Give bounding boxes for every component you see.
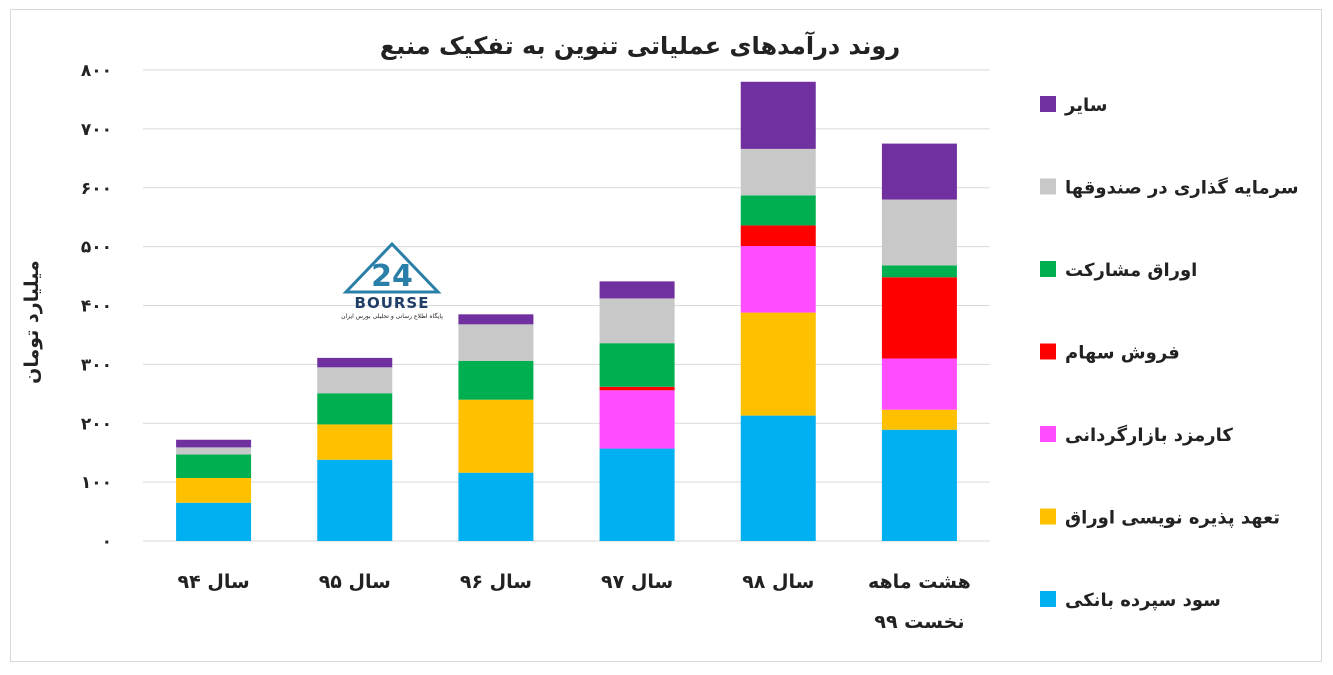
legend-label: اوراق مشارکت bbox=[1065, 260, 1197, 281]
y-tick-label: ۷۰۰ bbox=[81, 120, 112, 140]
legend-label: سود سپرده بانکی bbox=[1065, 590, 1221, 611]
bar-segment bbox=[881, 358, 957, 410]
logo-numeral: 24 bbox=[371, 259, 413, 294]
bar-segment bbox=[881, 265, 957, 278]
bar-segment bbox=[740, 415, 816, 541]
bars bbox=[176, 81, 957, 541]
bar-segment bbox=[458, 314, 534, 325]
y-tick-label: ۳۰۰ bbox=[81, 355, 112, 375]
x-category-label: نخست ۹۹ bbox=[874, 611, 964, 633]
legend-label: کارمزد بازارگردانی bbox=[1065, 424, 1233, 446]
bourse-watermark-logo: 24 BOURSE پایگاه اطلاع رسانی و تحلیلی بو… bbox=[341, 241, 443, 320]
legend-swatch bbox=[1040, 508, 1056, 525]
x-category-label: هشت ماهه bbox=[868, 571, 971, 593]
bar-segment bbox=[881, 143, 957, 200]
y-tick-label: ۵۰۰ bbox=[81, 238, 112, 258]
bar-segment bbox=[599, 281, 675, 299]
y-axis-label: میلیارد تومان bbox=[21, 260, 43, 384]
bar-segment bbox=[740, 246, 816, 313]
bar-segment bbox=[458, 324, 534, 361]
x-axis-categories: سال ۹۴ سال ۹۵ سال ۹۶ سال ۹۷ سال ۹۸ هشت ماهه نخ… bbox=[178, 571, 971, 633]
legend-swatch bbox=[1040, 591, 1056, 607]
x-category-label: سال ۹۴ bbox=[178, 571, 250, 593]
bar-segment bbox=[881, 409, 957, 430]
chart-title: روند درآمدهای عملیاتی تنوین به تفکیک منب… bbox=[380, 31, 900, 60]
bar-segment bbox=[599, 390, 675, 449]
y-axis-ticks: ۰ ۱۰۰ ۲۰۰ ۳۰۰ ۴۰۰ ۵۰۰ ۶۰۰ ۷۰۰ ۸۰۰ bbox=[81, 61, 112, 552]
gridlines bbox=[143, 69, 990, 542]
bar-segment bbox=[458, 399, 534, 473]
logo-wordmark: BOURSE bbox=[355, 294, 430, 312]
legend-swatch bbox=[1040, 261, 1056, 277]
y-tick-label: ۰ bbox=[102, 532, 112, 552]
bar-segment bbox=[458, 360, 534, 400]
chart-frame bbox=[10, 9, 1322, 662]
legend-label: فروش سهام bbox=[1065, 343, 1180, 364]
y-tick-label: ۴۰۰ bbox=[81, 297, 112, 317]
bar-segment bbox=[458, 472, 534, 541]
y-tick-label: ۲۰۰ bbox=[81, 414, 112, 434]
bar-segment bbox=[176, 478, 252, 503]
logo-subtitle: پایگاه اطلاع رسانی و تحلیلی بورس ایران bbox=[341, 312, 443, 320]
legend-swatch bbox=[1040, 96, 1056, 112]
bar-segment bbox=[317, 393, 393, 425]
y-tick-label: ۸۰۰ bbox=[81, 61, 112, 81]
x-category-label: سال ۹۸ bbox=[742, 571, 814, 593]
y-tick-label: ۱۰۰ bbox=[81, 473, 112, 493]
x-category-label: سال ۹۵ bbox=[319, 571, 391, 593]
bar-segment bbox=[740, 225, 816, 247]
legend-swatch bbox=[1040, 178, 1056, 195]
legend-swatch bbox=[1040, 426, 1056, 442]
bar-segment bbox=[740, 312, 816, 416]
bar-segment bbox=[599, 343, 675, 387]
bar-segment bbox=[176, 439, 252, 448]
bar-segment bbox=[599, 298, 675, 344]
triangle-logo-icon bbox=[342, 241, 442, 294]
bar-segment bbox=[317, 367, 393, 394]
x-category-label: سال ۹۷ bbox=[601, 571, 673, 593]
bar-segment bbox=[317, 459, 393, 541]
legend-label: سرمایه گذاری در صندوقها bbox=[1065, 177, 1299, 199]
bar-segment bbox=[881, 429, 957, 541]
bar-segment bbox=[317, 357, 393, 368]
bar-segment bbox=[317, 424, 393, 460]
bar-segment bbox=[176, 454, 252, 479]
bar-segment bbox=[599, 386, 675, 391]
legend-label: تعهد پذیره نویسی اوراق bbox=[1065, 508, 1280, 529]
legend-swatch bbox=[1040, 343, 1056, 360]
bar-segment bbox=[740, 195, 816, 226]
legend: سایر سرمایه گذاری در صندوقها اوراق مشارکت ف… bbox=[1040, 95, 1299, 611]
bar-segment bbox=[176, 502, 252, 541]
bar-segment bbox=[881, 277, 957, 359]
y-tick-label: ۶۰۰ bbox=[81, 179, 112, 199]
bar-segment bbox=[881, 199, 957, 266]
bar-segment bbox=[740, 81, 816, 149]
bar-segment bbox=[740, 148, 816, 196]
bar-segment bbox=[599, 448, 675, 541]
x-category-label: سال ۹۶ bbox=[460, 571, 532, 593]
legend-label: سایر bbox=[1064, 95, 1107, 116]
bar-segment bbox=[176, 447, 252, 455]
